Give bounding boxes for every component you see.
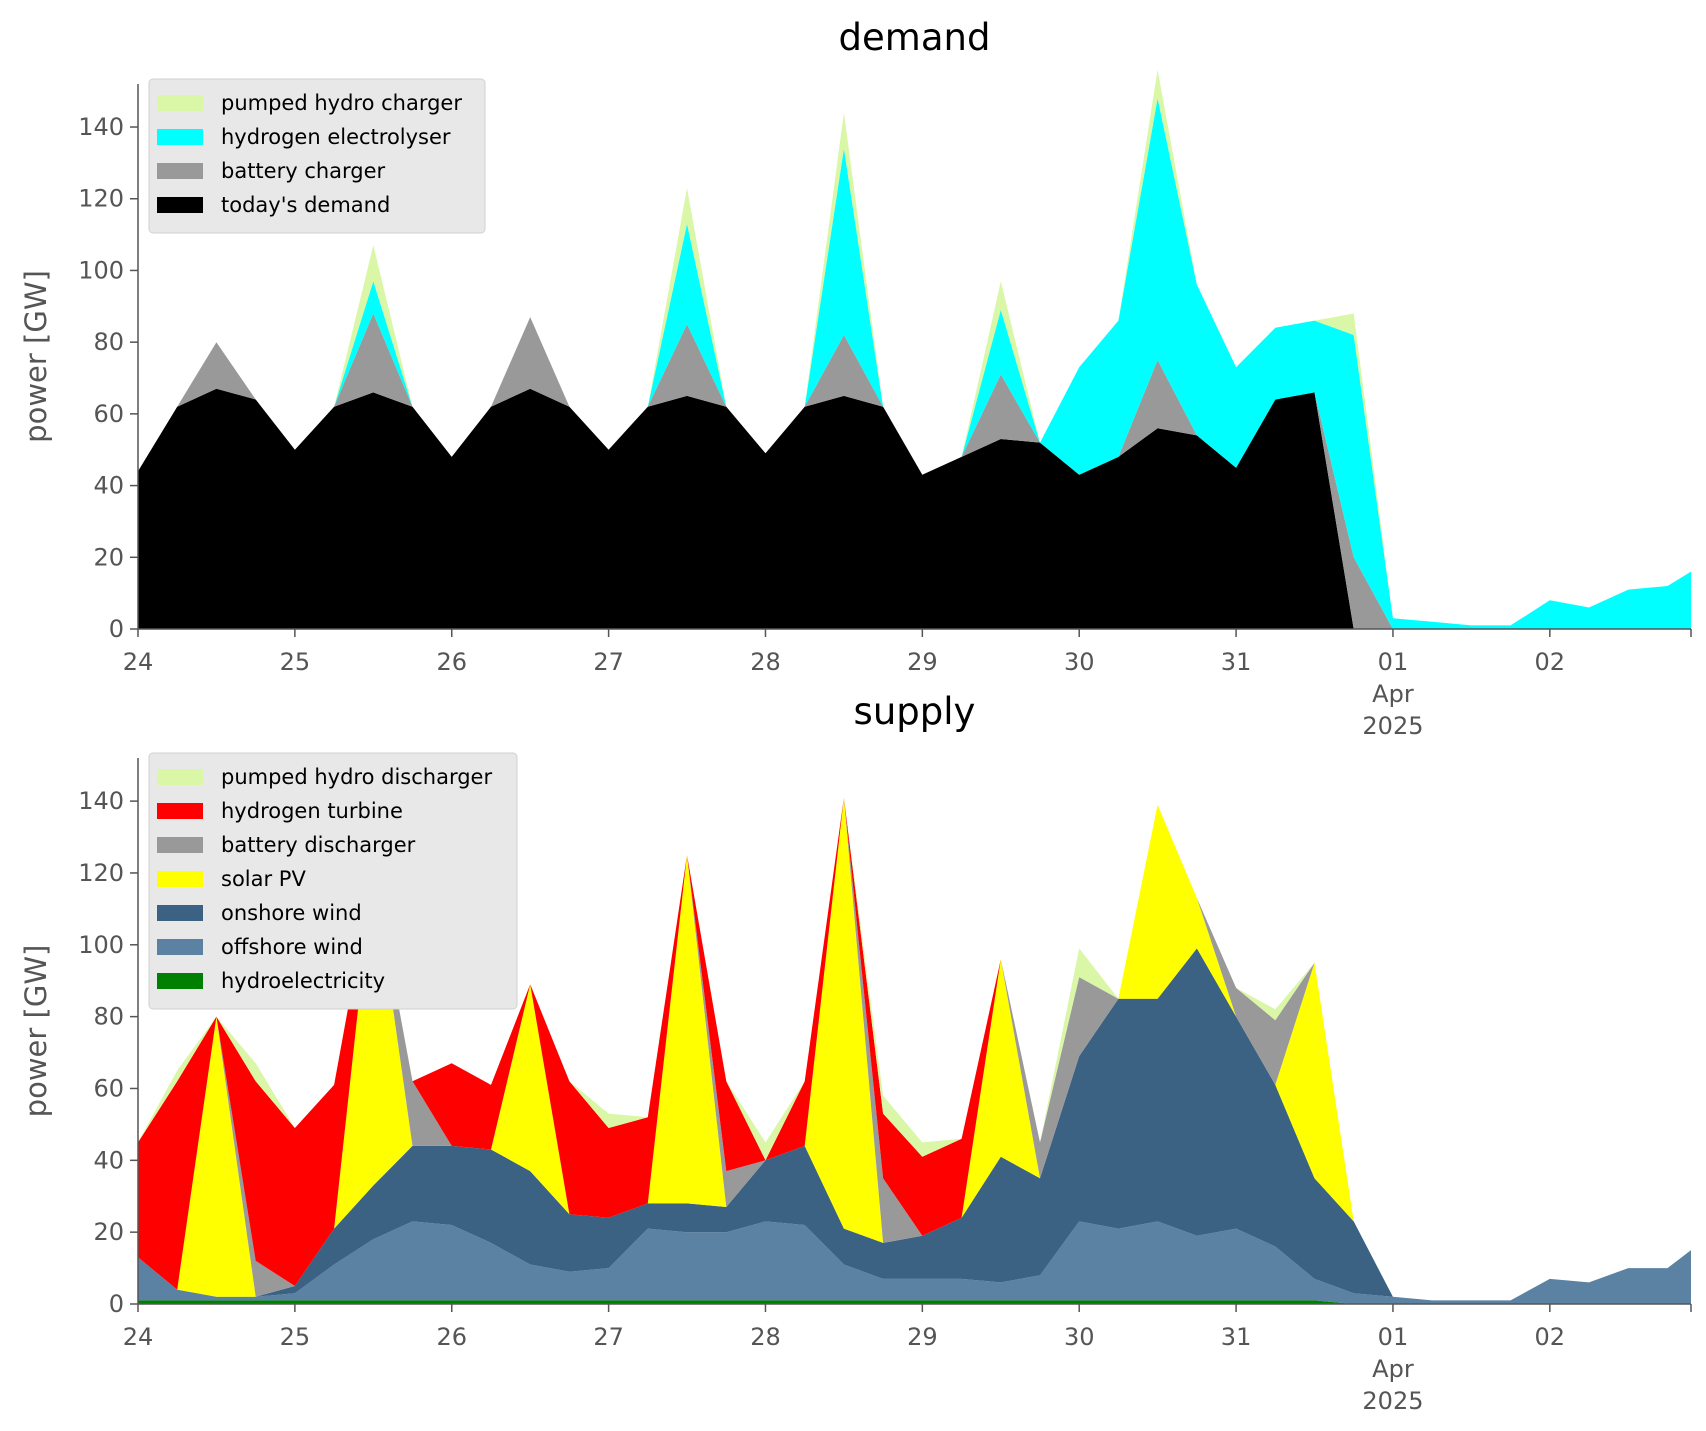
x-tick-label: 30 xyxy=(1064,1323,1095,1351)
y-tick-label: 60 xyxy=(93,1074,124,1102)
x-tick-label: 28 xyxy=(750,1323,781,1351)
legend-entry-hydrogen-electrolyser: hydrogen electrolyser xyxy=(221,125,451,149)
area-hydrogen-turbine xyxy=(138,797,1691,1301)
legend-swatch-today-s-demand xyxy=(157,197,203,213)
y-tick-label: 0 xyxy=(109,615,124,643)
legend-swatch-pumped-hydro-discharger xyxy=(157,769,203,785)
area-onshore-wind xyxy=(138,948,1691,1301)
x-tick-label: 25 xyxy=(280,648,311,676)
y-tick-label: 20 xyxy=(93,543,124,571)
x-tick-label: 24 xyxy=(123,1323,154,1351)
y-axis-label: power [GW] xyxy=(19,945,53,1118)
y-tick-label: 100 xyxy=(78,931,124,959)
legend-swatch-hydrogen-electrolyser xyxy=(157,129,203,145)
area-offshore-wind xyxy=(138,1221,1691,1304)
y-tick-label: 120 xyxy=(78,185,124,213)
y-tick-label: 140 xyxy=(78,113,124,141)
x-tick-label: 29 xyxy=(907,648,938,676)
y-tick-label: 20 xyxy=(93,1218,124,1246)
legend-entry-hydroelectricity: hydroelectricity xyxy=(221,969,385,993)
chart-title: demand xyxy=(839,16,991,59)
x-tick-label: 25 xyxy=(280,1323,311,1351)
legend-entry-pumped-hydro-charger: pumped hydro charger xyxy=(221,91,462,115)
x-tick-label: 26 xyxy=(436,648,467,676)
area-today-s-demand xyxy=(138,388,1691,629)
area-hydroelectricity xyxy=(138,1300,1691,1304)
x-tick-label: 29 xyxy=(907,1323,938,1351)
x-tick-label: 31 xyxy=(1221,1323,1252,1351)
legend-swatch-offshore-wind xyxy=(157,939,203,955)
legend-swatch-battery-discharger xyxy=(157,837,203,853)
legend-entry-battery-charger: battery charger xyxy=(221,159,386,183)
x-tick-label: 24 xyxy=(123,648,154,676)
legend-swatch-solar-pv xyxy=(157,871,203,887)
x-tick-label: 01 Apr 2025 xyxy=(1362,1323,1423,1415)
areas xyxy=(138,797,1691,1304)
x-tick-label: 26 xyxy=(436,1323,467,1351)
legend-entry-offshore-wind: offshore wind xyxy=(221,935,363,959)
x-tick-label: 30 xyxy=(1064,648,1095,676)
y-tick-label: 80 xyxy=(93,1003,124,1031)
legend-swatch-onshore-wind xyxy=(157,905,203,921)
legend-entry-onshore-wind: onshore wind xyxy=(221,901,362,925)
legend-box xyxy=(148,78,486,234)
x-tick-label: 27 xyxy=(593,1323,624,1351)
legend-swatch-pumped-hydro-charger xyxy=(157,95,203,111)
legend-entry-pumped-hydro-discharger: pumped hydro discharger xyxy=(221,765,492,789)
y-tick-label: 40 xyxy=(93,1146,124,1174)
y-tick-label: 60 xyxy=(93,400,124,428)
y-tick-label: 40 xyxy=(93,472,124,500)
x-tick-label: 01 Apr 2025 xyxy=(1362,648,1423,740)
x-tick-label: 02 xyxy=(1535,1323,1566,1351)
y-axis-label: power [GW] xyxy=(19,270,53,443)
legend-box xyxy=(148,752,518,1010)
areas xyxy=(138,69,1691,630)
legend-entry-today-s-demand: today's demand xyxy=(221,193,390,217)
legend-entry-hydrogen-turbine: hydrogen turbine xyxy=(221,799,403,823)
y-tick-label: 140 xyxy=(78,787,124,815)
x-tick-label: 28 xyxy=(750,648,781,676)
chart-title: supply xyxy=(854,690,976,733)
y-tick-label: 120 xyxy=(78,859,124,887)
y-tick-label: 100 xyxy=(78,256,124,284)
x-tick-label: 02 xyxy=(1535,648,1566,676)
x-tick-label: 31 xyxy=(1221,648,1252,676)
legend: pumped hydro charger hydrogen electrolyse… xyxy=(148,78,486,234)
legend-swatch-hydroelectricity xyxy=(157,973,203,989)
legend-entry-battery-discharger: battery discharger xyxy=(221,833,416,857)
legend-swatch-hydrogen-turbine xyxy=(157,803,203,819)
legend-entry-solar-pv: solar PV xyxy=(221,867,306,891)
legend-swatch-battery-charger xyxy=(157,163,203,179)
legend: pumped hydro discharger hydrogen turbine b… xyxy=(148,752,518,1010)
x-tick-label: 27 xyxy=(593,648,624,676)
y-tick-label: 80 xyxy=(93,328,124,356)
y-tick-label: 0 xyxy=(109,1290,124,1318)
